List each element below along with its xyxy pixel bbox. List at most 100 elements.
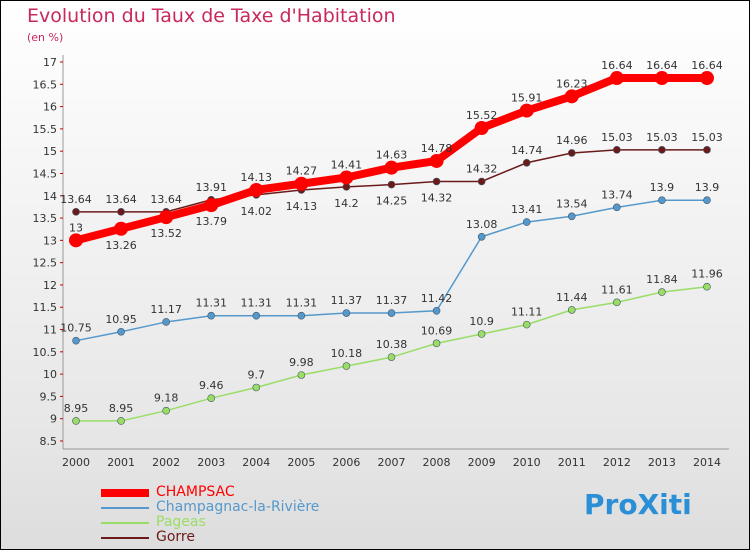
data-label: 14.32 (466, 162, 498, 175)
data-point (249, 182, 264, 197)
x-tick-label: 2005 (287, 456, 315, 469)
data-label: 13.9 (695, 181, 720, 194)
data-label: 9.7 (248, 368, 266, 381)
data-label: 15.03 (646, 131, 678, 144)
data-label: 16.64 (601, 59, 633, 72)
data-label: 15.91 (511, 92, 543, 105)
data-label: 14.2 (334, 197, 359, 210)
y-tick-label: 14 (43, 190, 57, 203)
data-point (117, 208, 125, 216)
data-point (522, 320, 531, 329)
data-label: 8.95 (109, 402, 134, 415)
y-tick-label: 16 (43, 101, 57, 114)
y-tick-label: 8.5 (40, 435, 58, 448)
data-label: 14.96 (556, 134, 588, 147)
data-label: 9.18 (154, 392, 179, 405)
data-label: 11.42 (421, 292, 453, 305)
data-point (477, 232, 486, 241)
data-point (567, 149, 576, 157)
data-point (703, 146, 711, 154)
data-point (658, 196, 666, 205)
legend-swatch (101, 507, 149, 509)
data-point (703, 196, 711, 205)
data-label: 11.37 (331, 294, 363, 307)
y-tick-label: 10.5 (33, 346, 58, 359)
data-point (658, 146, 666, 154)
x-tick-label: 2002 (152, 456, 180, 469)
data-label: 14.63 (376, 149, 408, 162)
data-label: 14.13 (241, 171, 273, 184)
x-tick-label: 2001 (107, 456, 135, 469)
data-label: 9.98 (289, 356, 314, 369)
data-point (387, 309, 396, 317)
y-tick-label: 10 (43, 368, 57, 381)
data-point (297, 311, 306, 320)
data-point (294, 176, 309, 191)
data-label: 14.25 (376, 195, 408, 208)
data-point (207, 394, 216, 402)
data-point (342, 309, 351, 317)
data-point (384, 160, 399, 175)
data-label: 13.91 (195, 181, 227, 194)
chart-unit: (en %) (27, 31, 64, 44)
data-label: 14.27 (286, 165, 318, 178)
data-point (387, 180, 396, 189)
y-tick-label: 9.5 (40, 390, 58, 403)
data-label: 10.75 (60, 322, 92, 335)
legend-swatch (101, 489, 149, 497)
data-label: 14.32 (421, 191, 453, 204)
data-label: 11.31 (241, 297, 273, 310)
data-label: 11.96 (691, 268, 723, 281)
chart-title: Evolution du Taux de Taxe d'Habitation (27, 5, 396, 27)
data-label: 16.64 (646, 59, 678, 72)
data-point (519, 103, 534, 118)
data-point (477, 177, 486, 186)
data-point (72, 336, 80, 345)
y-tick-label: 16.5 (33, 78, 58, 91)
x-tick-label: 2014 (693, 456, 721, 469)
data-label: 14.02 (241, 205, 273, 218)
x-tick-label: 2009 (468, 456, 496, 469)
data-point (613, 203, 621, 212)
data-label: 16.64 (691, 59, 723, 72)
legend-swatch (101, 522, 149, 524)
data-point (613, 298, 621, 307)
x-tick-label: 2011 (558, 456, 586, 469)
y-tick-label: 11 (43, 324, 57, 337)
data-label: 13 (69, 221, 83, 234)
data-label: 15.03 (601, 131, 633, 144)
data-label: 15.03 (691, 131, 723, 144)
data-label: 14.13 (286, 200, 318, 213)
data-point (613, 146, 621, 154)
data-point (159, 210, 174, 225)
data-label: 11.11 (511, 306, 543, 319)
x-tick-label: 2010 (513, 456, 541, 469)
data-point (117, 417, 125, 425)
data-point (114, 221, 129, 236)
legend-label: Pageas (156, 514, 206, 530)
data-point (564, 89, 579, 104)
data-point (117, 327, 125, 336)
data-label: 11.31 (195, 297, 227, 310)
data-label: 13.54 (556, 197, 588, 210)
y-tick-label: 17 (43, 56, 57, 69)
data-point (703, 282, 711, 291)
proxiti-logo: ProXiti (584, 488, 692, 521)
data-label: 11.17 (150, 303, 182, 316)
data-point (432, 339, 441, 348)
data-point (699, 71, 714, 86)
data-label: 13.64 (60, 193, 92, 206)
data-label: 10.95 (105, 313, 137, 326)
data-point (339, 170, 354, 185)
x-tick-label: 2008 (423, 456, 451, 469)
data-label: 14.74 (511, 144, 543, 157)
y-tick-label: 13 (43, 234, 57, 247)
y-tick-label: 12 (43, 279, 57, 292)
data-label: 11.31 (286, 297, 318, 310)
data-point (522, 218, 531, 226)
data-point (72, 208, 80, 216)
y-tick-label: 13.5 (33, 212, 58, 225)
data-label: 11.61 (601, 283, 633, 296)
